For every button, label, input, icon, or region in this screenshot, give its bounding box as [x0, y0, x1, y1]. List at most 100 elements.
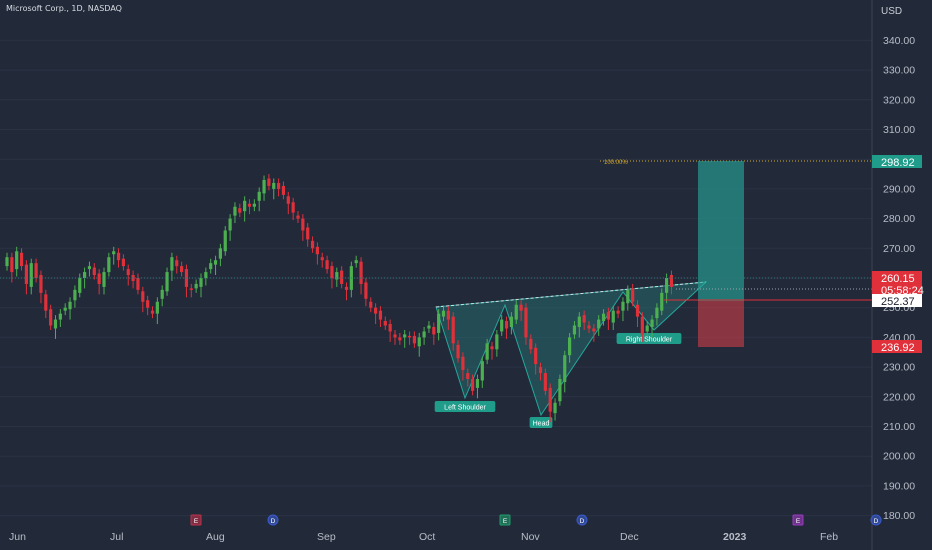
- candle: [378, 306, 383, 328]
- candle: [247, 199, 252, 215]
- candle: [485, 338, 489, 365]
- candle-body: [160, 289, 164, 299]
- candle-body: [146, 300, 150, 308]
- candle-body: [660, 292, 664, 311]
- candle-body: [315, 246, 319, 255]
- candle-body: [369, 301, 373, 308]
- candle: [5, 252, 9, 271]
- candle: [306, 223, 310, 247]
- candle: [621, 297, 625, 322]
- candle: [335, 267, 339, 287]
- candle: [660, 288, 664, 316]
- candle: [534, 343, 538, 375]
- candle-body: [475, 378, 480, 388]
- candle-body: [626, 289, 630, 304]
- candle-body: [335, 272, 339, 280]
- entry-price-tag-bg: [872, 294, 922, 307]
- candle-body: [83, 272, 87, 278]
- price-axis-label: 270.00: [883, 243, 915, 255]
- candle: [150, 306, 155, 319]
- candle-body: [359, 261, 363, 284]
- candle: [126, 264, 130, 286]
- candle: [558, 374, 562, 406]
- candle: [49, 304, 53, 330]
- candle: [277, 178, 281, 197]
- candle-body: [325, 260, 329, 270]
- dividend-marker: D: [267, 514, 279, 526]
- candle-body: [73, 289, 77, 301]
- candle: [601, 309, 606, 326]
- candle-body: [107, 257, 111, 273]
- candle: [281, 181, 286, 200]
- candle-body: [407, 335, 412, 338]
- candle-body: [49, 309, 53, 326]
- time-axis-label: Feb: [820, 531, 838, 543]
- candle-body: [257, 191, 261, 201]
- candle-body: [78, 278, 82, 293]
- candle: [112, 246, 116, 265]
- earnings-marker: E: [499, 514, 511, 526]
- candle: [626, 285, 630, 311]
- candle: [480, 356, 484, 388]
- candle-body: [330, 266, 334, 278]
- candle: [655, 303, 659, 326]
- candle-body: [529, 338, 533, 350]
- candle-body: [504, 321, 509, 329]
- dividend-marker: D: [576, 514, 588, 526]
- candle-body: [669, 275, 674, 287]
- time-axis-label: Dec: [620, 531, 639, 543]
- candle-body: [495, 334, 499, 350]
- candle: [180, 261, 184, 277]
- head-label: Head: [529, 417, 553, 428]
- candle-body: [228, 218, 232, 231]
- candle-body: [519, 304, 523, 311]
- stop-zone: [698, 301, 744, 347]
- candle-body: [543, 373, 547, 391]
- candle-body: [538, 367, 543, 374]
- candle-body: [471, 378, 475, 391]
- candle: [272, 178, 276, 200]
- candle: [97, 269, 101, 295]
- candle: [466, 368, 470, 387]
- candle-body: [29, 263, 33, 287]
- candle-body: [238, 208, 242, 213]
- candle-body: [252, 203, 256, 207]
- marker-letter: E: [796, 518, 801, 525]
- time-axis-label: Sep: [317, 531, 336, 543]
- candle-body: [514, 304, 518, 320]
- candle: [107, 252, 111, 277]
- candle-body: [291, 202, 295, 213]
- price-axis-label: 280.00: [883, 213, 915, 225]
- candle-body: [155, 301, 159, 314]
- candle-body: [524, 307, 528, 338]
- target-price-tag-bg: [872, 155, 922, 168]
- candle-body: [509, 316, 513, 328]
- candle: [15, 246, 19, 277]
- left-shoulder-label-text: Left Shoulder: [444, 405, 486, 412]
- price-axis-label: 320.00: [883, 94, 915, 106]
- candle-body: [640, 316, 644, 335]
- candle: [325, 255, 329, 274]
- marker-letter: E: [194, 518, 199, 525]
- candle-body: [437, 313, 441, 333]
- candle-body: [364, 282, 368, 299]
- candle: [403, 329, 407, 348]
- candle-body: [461, 356, 465, 371]
- candle-body: [621, 301, 625, 311]
- candle: [597, 315, 601, 336]
- candle: [577, 312, 581, 338]
- candle: [364, 278, 368, 307]
- long-position-tool: 100.00%: [0, 160, 872, 347]
- earnings-marker: E: [792, 514, 804, 526]
- candle: [495, 329, 499, 357]
- candle: [553, 398, 557, 421]
- candle-body: [175, 260, 179, 267]
- candle-body: [563, 355, 567, 382]
- candle: [170, 252, 174, 281]
- candle-body: [572, 325, 577, 335]
- candle: [10, 252, 14, 283]
- candle: [165, 267, 169, 296]
